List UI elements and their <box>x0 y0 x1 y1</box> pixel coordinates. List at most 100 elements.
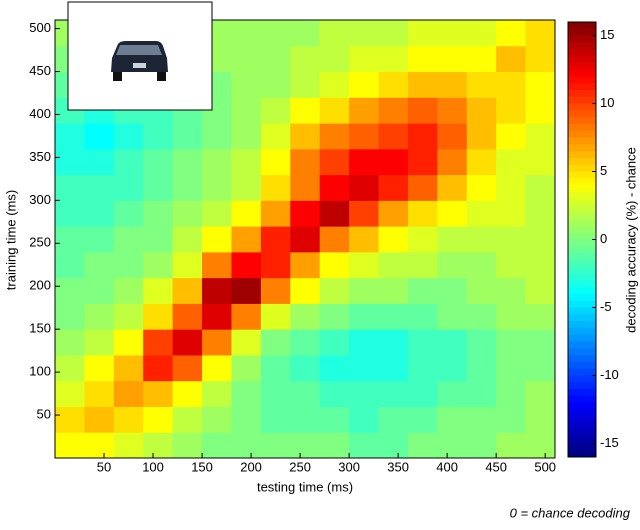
heatmap-cell <box>378 329 409 356</box>
colorbar-swatch <box>568 416 596 424</box>
colorbar-swatch <box>568 307 596 315</box>
heatmap-cell <box>260 432 291 459</box>
x-tick-label: 100 <box>142 459 164 474</box>
heatmap-cell <box>143 432 174 459</box>
heatmap-cell <box>319 123 350 150</box>
colorbar-tick-label: 15 <box>600 27 614 42</box>
colorbar-swatch <box>568 178 596 186</box>
heatmap-cell <box>407 329 438 356</box>
heatmap-cell <box>202 380 232 407</box>
colorbar-tick-label: 0 <box>600 231 607 246</box>
y-tick-label: 450 <box>29 63 51 78</box>
heatmap-cell <box>525 20 556 47</box>
heatmap-cell <box>437 277 468 304</box>
heatmap <box>55 20 556 459</box>
heatmap-cell <box>437 432 468 459</box>
x-axis-label: testing time (ms) <box>257 479 353 494</box>
colorbar-swatch <box>568 69 596 77</box>
heatmap-cell <box>437 303 468 330</box>
heatmap-cell <box>260 251 291 279</box>
colorbar-swatch <box>568 395 596 404</box>
colorbar-swatch <box>568 409 596 417</box>
heatmap-cell <box>407 20 438 47</box>
heatmap-cell <box>319 406 350 433</box>
car-window <box>116 45 162 55</box>
heatmap-cell <box>231 329 262 356</box>
heatmap-cell <box>231 251 262 279</box>
colorbar: -15 -10 -5 0 5 10 15 <box>567 21 619 458</box>
colorbar-swatch <box>568 375 596 383</box>
heatmap-cell <box>525 303 556 330</box>
heatmap-cell <box>319 432 350 459</box>
heatmap-cell <box>437 200 468 227</box>
heatmap-cell <box>84 226 115 253</box>
heatmap-cell <box>437 329 468 356</box>
heatmap-cell <box>202 226 232 253</box>
heatmap-cell <box>437 174 468 201</box>
heatmap-cell <box>378 406 409 433</box>
colorbar-swatch <box>568 191 596 200</box>
heatmap-cell <box>290 97 321 124</box>
colorbar-swatch <box>568 287 596 295</box>
heatmap-cell <box>525 354 556 382</box>
colorbar-swatch <box>568 212 596 220</box>
heatmap-cell <box>290 226 321 253</box>
heatmap-cell <box>496 20 527 47</box>
colorbar-swatch <box>568 300 596 308</box>
heatmap-cell <box>290 200 321 227</box>
heatmap-cell <box>231 303 262 330</box>
heatmap-cell <box>466 20 497 47</box>
heatmap-cell <box>437 251 468 279</box>
heatmap-cell <box>466 148 497 176</box>
heatmap-cell <box>172 329 203 356</box>
colorbar-swatch <box>568 429 596 438</box>
heatmap-cell <box>378 277 409 304</box>
heatmap-cell <box>407 97 438 124</box>
heatmap-cell <box>260 226 291 253</box>
heatmap-cell <box>466 303 497 330</box>
heatmap-cell <box>172 174 203 201</box>
colorbar-swatch <box>568 205 596 213</box>
heatmap-cell <box>407 123 438 150</box>
heatmap-cell <box>202 251 232 279</box>
heatmap-cell <box>202 303 232 330</box>
y-tick-label: 300 <box>29 192 51 207</box>
heatmap-cell <box>525 148 556 176</box>
colorbar-swatch <box>568 280 596 288</box>
heatmap-cell <box>437 71 468 98</box>
heatmap-cell <box>378 303 409 330</box>
car-wheel <box>113 72 122 81</box>
colorbar-swatch <box>568 253 596 261</box>
colorbar-swatch <box>568 314 596 322</box>
x-tick-label: 350 <box>387 459 409 474</box>
heatmap-cell <box>349 354 380 382</box>
heatmap-cell <box>143 174 174 201</box>
colorbar-swatch <box>568 28 596 37</box>
heatmap-cell <box>437 354 468 382</box>
heatmap-cell <box>466 432 497 459</box>
heatmap-cell <box>290 20 321 47</box>
heatmap-cell <box>172 432 203 459</box>
heatmap-cell <box>496 406 527 433</box>
heatmap-cell <box>349 303 380 330</box>
heatmap-cell <box>290 71 321 98</box>
heatmap-cell <box>525 432 556 459</box>
heatmap-cell <box>378 71 409 98</box>
heatmap-cell <box>525 97 556 124</box>
heatmap-cell <box>231 200 262 227</box>
heatmap-cell <box>84 174 115 201</box>
colorbar-swatch <box>568 361 596 370</box>
colorbar-swatch <box>568 42 596 50</box>
heatmap-cell <box>407 148 438 176</box>
colorbar-swatch <box>568 321 596 329</box>
heatmap-cell <box>349 71 380 98</box>
heatmap-cell <box>231 432 262 459</box>
heatmap-cell <box>260 354 291 382</box>
heatmap-cell <box>407 71 438 98</box>
heatmap-cell <box>84 432 115 459</box>
heatmap-cell <box>84 277 115 304</box>
heatmap-cell <box>349 406 380 433</box>
heatmap-cell <box>202 329 232 356</box>
heatmap-cell <box>290 432 321 459</box>
heatmap-cell <box>466 45 497 73</box>
